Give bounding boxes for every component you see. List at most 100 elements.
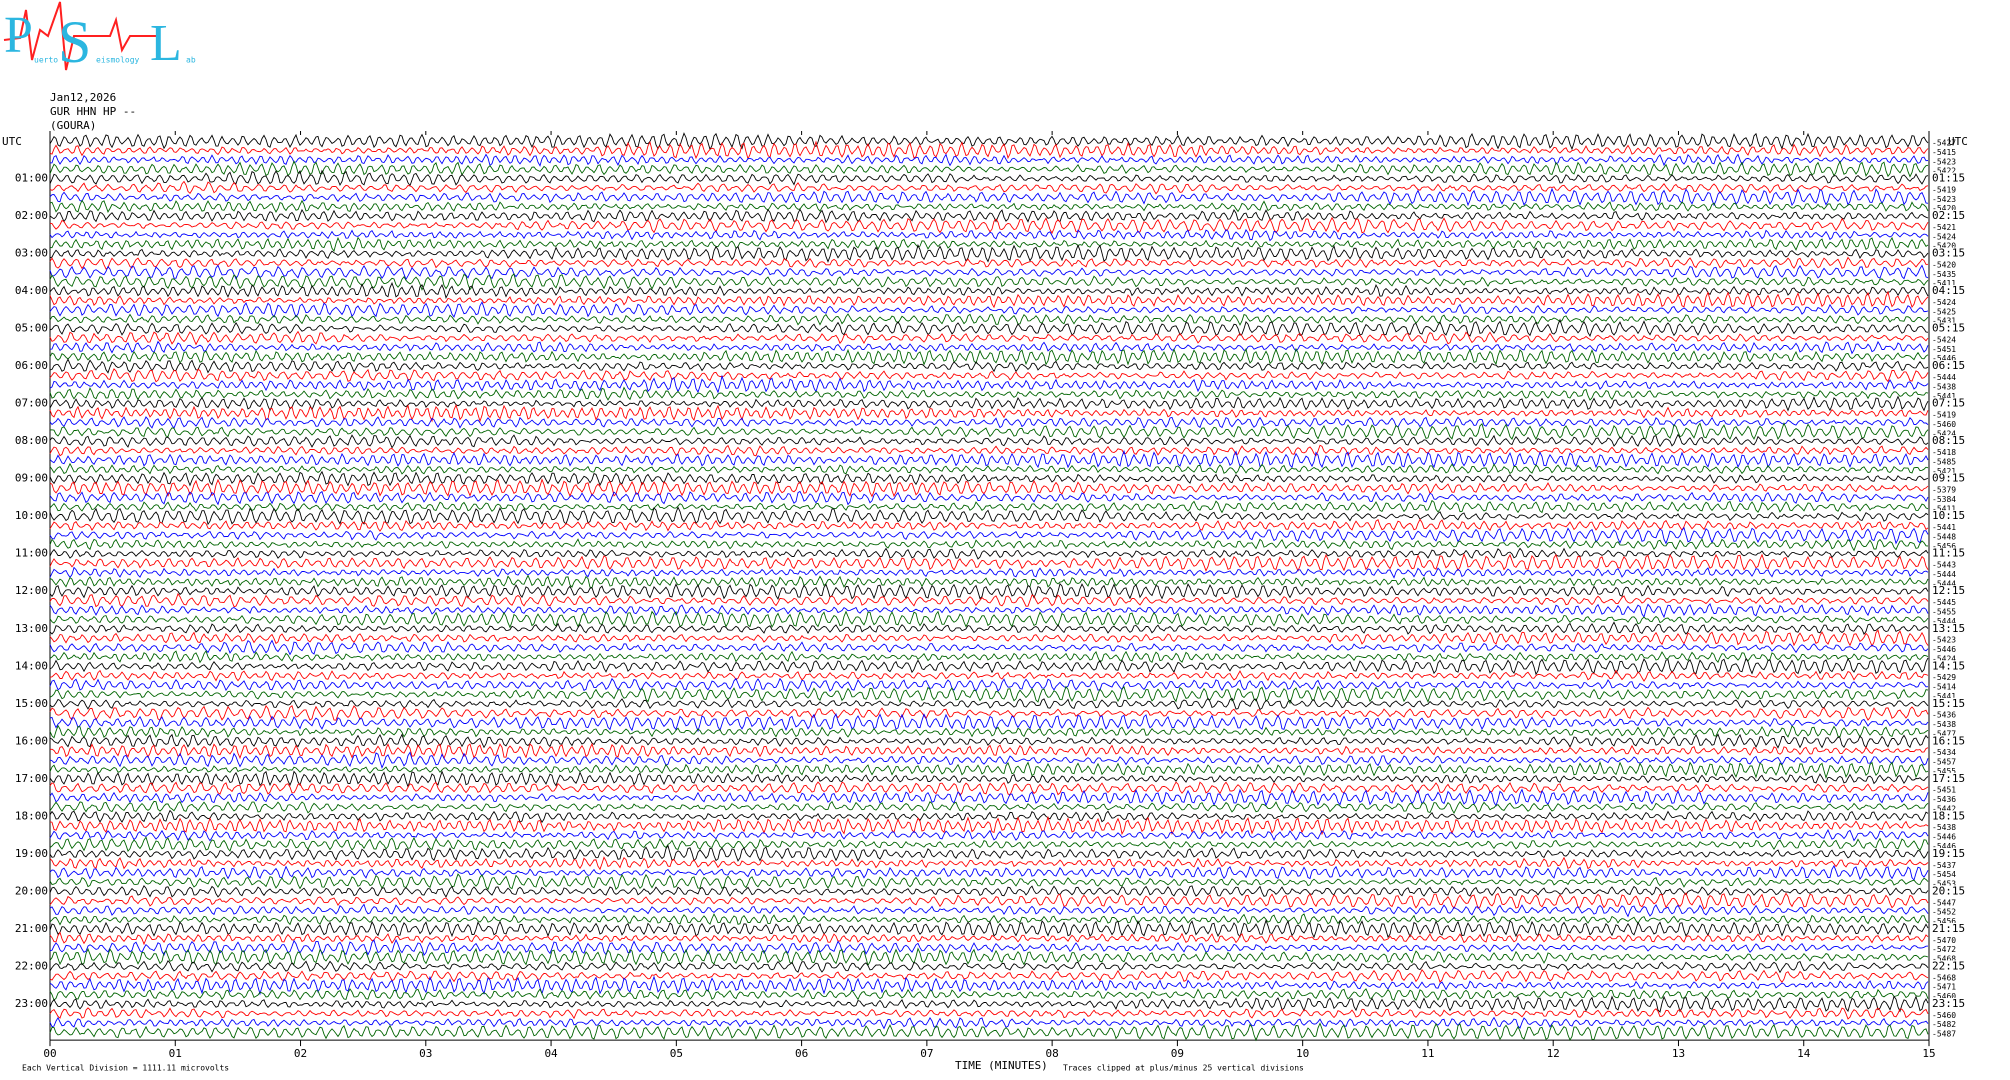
right-hour-label: 21:15 <box>1932 922 1965 935</box>
trace <box>49 462 1929 475</box>
right-hour-label: 02:15 <box>1932 209 1965 222</box>
trace-offset: -5415 <box>1932 148 1956 157</box>
trace-offset: -5441 <box>1932 523 1956 532</box>
left-hour-label: 16:00 <box>15 734 48 747</box>
left-hour-label: 19:00 <box>15 847 48 860</box>
label-bg <box>1930 847 1966 860</box>
trace <box>49 938 1929 957</box>
trace-offset: -5477 <box>1932 729 1956 738</box>
trace-offset: -5419 <box>1932 411 1956 420</box>
left-title: UTC <box>2 135 22 148</box>
label-bg <box>1930 885 1966 898</box>
left-hour-label: 04:00 <box>15 284 48 297</box>
trace-offset: -5451 <box>1932 786 1956 795</box>
trace <box>49 903 1929 918</box>
label-bg <box>1930 697 1966 710</box>
trace-offset: -5384 <box>1932 495 1956 504</box>
trace <box>49 856 1929 871</box>
x-tick-label: 08 <box>1046 1047 1059 1060</box>
trace-offset: -5460 <box>1932 1011 1956 1020</box>
label-bg <box>1930 810 1966 823</box>
trace <box>49 582 1929 600</box>
trace-offset: -5421 <box>1932 467 1956 476</box>
trace <box>49 639 1929 656</box>
trace <box>49 1007 1929 1020</box>
trace <box>49 742 1929 760</box>
trace-offset: -5472 <box>1932 945 1956 954</box>
trace-offset: -5445 <box>1932 598 1956 607</box>
header-line: (GOURA) <box>50 119 96 132</box>
label-bg <box>1930 210 1966 223</box>
trace-offset: -5425 <box>1932 307 1956 316</box>
trace <box>49 751 1929 769</box>
logo-text: eismology <box>96 56 140 65</box>
trace <box>49 290 1929 309</box>
trace-offset: -5421 <box>1932 223 1956 232</box>
right-hour-label: 05:15 <box>1932 322 1965 335</box>
trace <box>49 669 1929 682</box>
trace-offset: -5482 <box>1932 1020 1956 1029</box>
trace <box>49 273 1929 291</box>
trace <box>49 478 1929 498</box>
label-bg <box>1930 472 1966 485</box>
trace <box>49 629 1929 648</box>
left-hour-label: 03:00 <box>15 247 48 260</box>
trace <box>49 566 1929 579</box>
trace <box>49 621 1929 636</box>
x-tick-label: 04 <box>544 1047 558 1060</box>
label-bg <box>1930 585 1966 598</box>
trace-offset: -5442 <box>1932 804 1956 813</box>
left-hour-label: 18:00 <box>15 809 48 822</box>
trace-offset: -5487 <box>1932 1030 1956 1039</box>
left-hour-label: 20:00 <box>15 884 48 897</box>
trace-offset: -5423 <box>1932 636 1956 645</box>
trace <box>49 236 1929 253</box>
trace-offset: -5456 <box>1932 542 1956 551</box>
trace <box>49 199 1929 213</box>
logo-text: ab <box>186 56 196 65</box>
trace <box>49 697 1929 711</box>
left-hour-label: 15:00 <box>15 697 48 710</box>
trace <box>49 538 1929 552</box>
trace-offset: -5422 <box>1932 167 1956 176</box>
left-hour-label: 23:00 <box>15 997 48 1010</box>
trace-offset: -5453 <box>1932 880 1956 889</box>
trace <box>49 844 1929 862</box>
label-bg <box>1930 322 1966 335</box>
trace-offset: -5441 <box>1932 692 1956 701</box>
trace-offset: -5411 <box>1932 504 1956 513</box>
left-hour-label: 13:00 <box>15 622 48 635</box>
trace-offset: -5446 <box>1932 842 1956 851</box>
trace <box>49 602 1929 619</box>
trace-offset: -5441 <box>1932 392 1956 401</box>
trace-offset: -5424 <box>1932 335 1956 344</box>
trace <box>49 733 1929 749</box>
trace <box>49 330 1929 346</box>
trace <box>49 1016 1929 1030</box>
trace <box>49 228 1929 242</box>
trace <box>49 526 1929 545</box>
trace <box>49 395 1929 412</box>
trace-offset: -5420 <box>1932 242 1956 251</box>
left-hour-label: 06:00 <box>15 359 48 372</box>
trace <box>49 574 1929 589</box>
trace <box>49 995 1929 1013</box>
trace-offset: -5424 <box>1932 232 1956 241</box>
header-line: Jan12,2026 <box>50 91 116 104</box>
label-bg <box>1930 735 1966 748</box>
trace-offset: -5414 <box>1932 683 1956 692</box>
left-hour-label: 11:00 <box>15 547 48 560</box>
trace <box>49 180 1929 195</box>
trace <box>49 160 1929 178</box>
right-hour-label: 04:15 <box>1932 284 1965 297</box>
right-title: UTC <box>1948 135 1968 148</box>
right-hour-label: 12:15 <box>1932 584 1965 597</box>
trace <box>49 264 1929 281</box>
trace <box>49 216 1929 235</box>
trace-offset: -5424 <box>1932 298 1956 307</box>
trace <box>49 422 1929 441</box>
trace-offset: -5423 <box>1932 195 1956 204</box>
header-line: GUR HHN HP -- <box>50 105 136 118</box>
left-hour-label: 14:00 <box>15 659 48 672</box>
